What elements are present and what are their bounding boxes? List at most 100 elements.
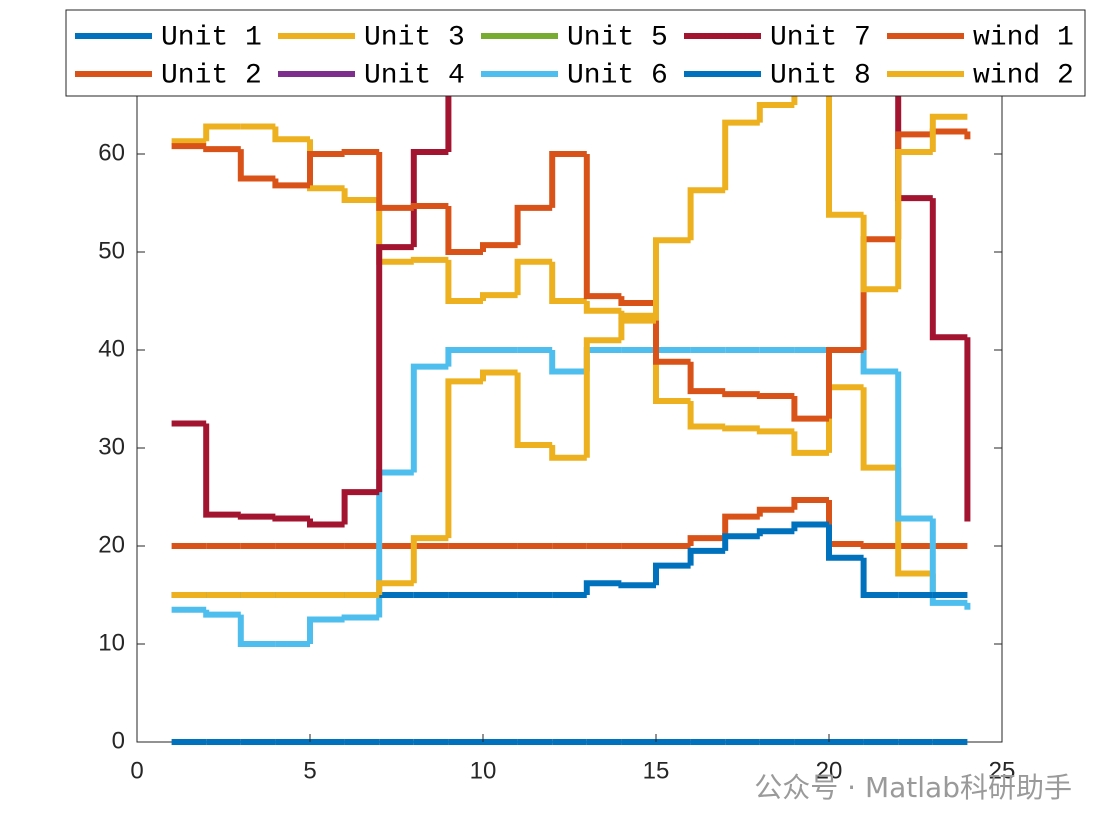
stair-step xyxy=(410,256,449,263)
stair-step xyxy=(203,423,241,518)
stair-step xyxy=(445,56,483,153)
x-tick-label: 10 xyxy=(470,757,497,784)
stair-step xyxy=(860,543,899,549)
stair-step xyxy=(307,616,345,644)
stair-step xyxy=(653,237,691,321)
stair-step xyxy=(860,214,899,293)
stair-step xyxy=(376,152,414,211)
stair-step xyxy=(722,533,760,551)
stair-step xyxy=(410,202,449,209)
stair-step xyxy=(722,425,760,432)
stair-step xyxy=(791,396,829,422)
stair-step xyxy=(929,113,968,153)
stair-step xyxy=(272,515,310,522)
stair-step xyxy=(237,513,276,520)
stair-step xyxy=(341,489,380,525)
x-tick-label: 20 xyxy=(816,757,843,784)
stair-step xyxy=(687,187,726,241)
stair-step xyxy=(203,123,241,142)
legend-label: Unit 2 xyxy=(161,60,262,91)
y-tick-label: 50 xyxy=(98,237,125,264)
stair-step xyxy=(826,56,864,218)
y-tick-label: 10 xyxy=(98,629,125,656)
x-tick-label: 5 xyxy=(303,757,316,784)
stair-step xyxy=(756,393,795,400)
stair-step xyxy=(756,528,795,537)
stair-step xyxy=(549,261,587,304)
stair-step xyxy=(618,582,656,589)
stair-step xyxy=(514,204,553,246)
stair-step xyxy=(307,518,345,528)
stair-step xyxy=(929,518,968,606)
stair-step xyxy=(480,369,518,382)
stair-step xyxy=(791,521,829,532)
legend-label: wind 1 xyxy=(973,22,1074,53)
x-tick-label: 15 xyxy=(643,757,670,784)
y-tick-label: 40 xyxy=(98,335,125,362)
legend-label: wind 2 xyxy=(973,60,1074,91)
legend-label: Unit 4 xyxy=(364,60,465,91)
stair-step xyxy=(272,126,310,143)
stair-step xyxy=(203,146,241,153)
stair-step xyxy=(203,609,241,618)
legend-box xyxy=(65,9,1086,97)
y-tick-label: 60 xyxy=(98,139,125,166)
axes: 0 10 20 30 40 50 60 0 5 10 15 20 25 xyxy=(98,139,1015,784)
stair-step xyxy=(722,391,760,398)
stair-step xyxy=(341,149,380,156)
stair-step xyxy=(687,547,726,566)
stair-step xyxy=(341,614,380,621)
stair-step xyxy=(895,371,933,522)
stair-step xyxy=(583,337,622,458)
series-group xyxy=(171,56,971,745)
stair-step xyxy=(410,149,449,248)
stair-step xyxy=(583,154,622,300)
stair-step xyxy=(445,259,483,304)
stair-step xyxy=(618,317,656,341)
legend-label: Unit 7 xyxy=(770,22,871,53)
stair-step xyxy=(410,535,449,584)
legend: Unit 1 Unit 2 Unit 3 Unit 4 Unit 5 Unit 6 Unit… xyxy=(65,9,1086,97)
legend-label: Unit 1 xyxy=(161,22,262,53)
watermark: 公众号 · Matlab科研助手 xyxy=(754,771,1072,804)
stair-step xyxy=(860,350,899,375)
stair-step xyxy=(860,387,899,471)
stair-step xyxy=(687,361,726,395)
legend-label: Unit 3 xyxy=(364,22,465,53)
legend-label: Unit 8 xyxy=(770,60,871,91)
stair-step xyxy=(376,244,414,493)
stair-step xyxy=(583,301,622,314)
stair-step xyxy=(410,363,449,473)
stair-step xyxy=(929,198,968,341)
stair-step xyxy=(376,580,414,595)
legend-label: Unit 6 xyxy=(567,60,668,91)
stair-step xyxy=(756,506,795,517)
legend-label: Unit 5 xyxy=(567,22,668,53)
stair-step xyxy=(860,557,899,598)
y-tick-label: 30 xyxy=(98,433,125,460)
stair-step xyxy=(791,431,829,456)
stair-step xyxy=(929,128,968,135)
stair-step xyxy=(445,378,483,539)
y-tick-label: 20 xyxy=(98,531,125,558)
stair-step xyxy=(583,580,622,595)
stair-step xyxy=(237,149,276,182)
stair-step xyxy=(480,292,518,301)
stair-step xyxy=(826,524,864,561)
x-tick-label: 0 xyxy=(130,757,143,784)
stair-step xyxy=(687,400,726,430)
stair-step xyxy=(826,347,864,419)
stair-step xyxy=(514,372,553,449)
stair-step xyxy=(756,102,795,123)
stair-step xyxy=(514,258,553,296)
plot-area xyxy=(136,55,1003,743)
stair-step xyxy=(272,178,310,189)
stair-step xyxy=(445,205,483,255)
stair-step xyxy=(722,513,760,539)
stair-step xyxy=(237,614,276,647)
stair-step xyxy=(549,350,587,375)
stair-step xyxy=(445,347,483,367)
stair-step xyxy=(653,562,691,586)
stair-step xyxy=(895,149,933,290)
